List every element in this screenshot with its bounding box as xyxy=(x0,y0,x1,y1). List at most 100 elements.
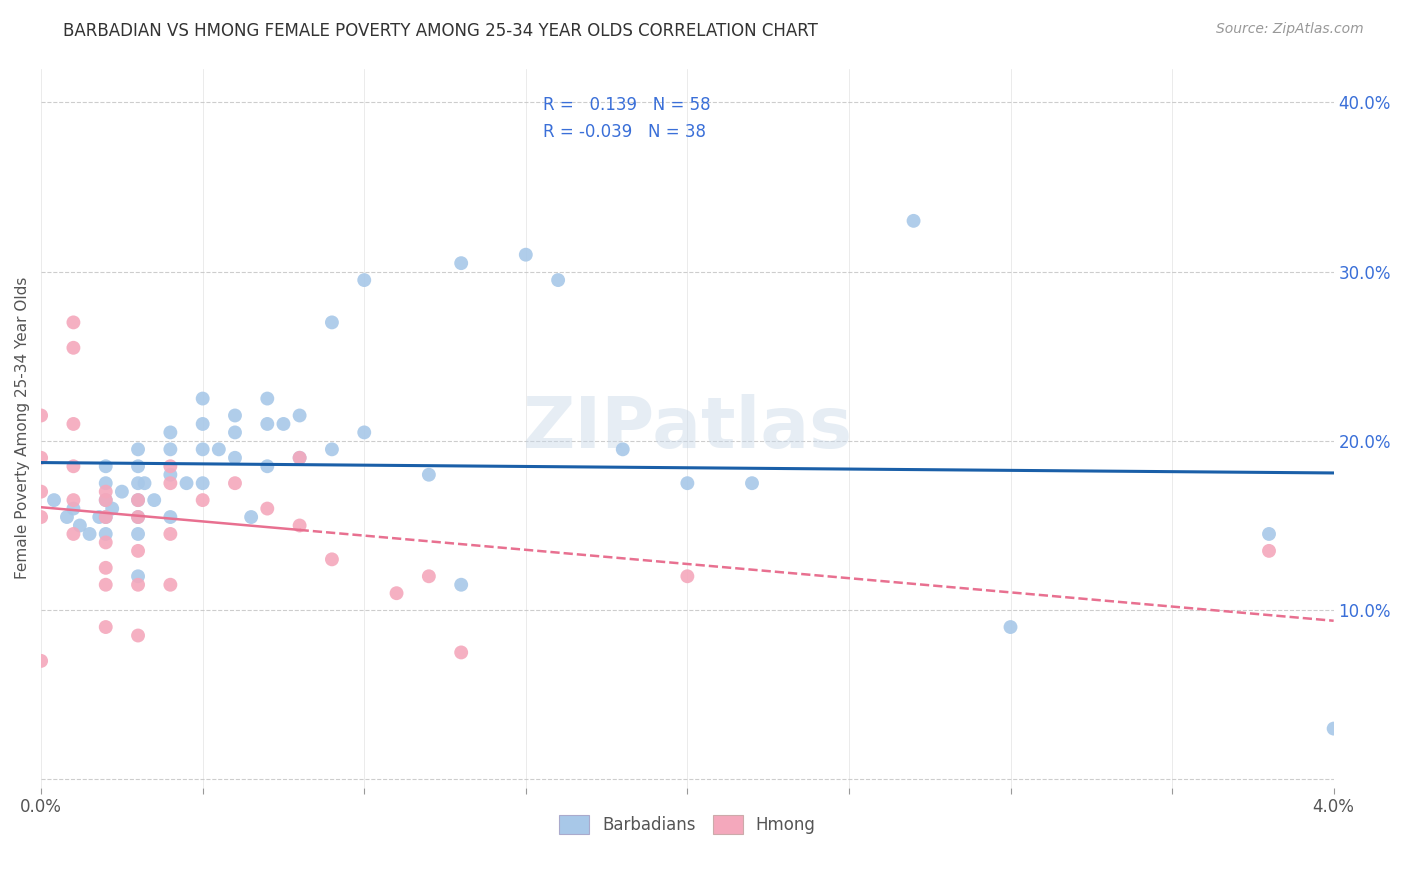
Point xyxy=(94,493,117,508)
Point xyxy=(288,409,311,423)
Point xyxy=(127,476,149,491)
Point xyxy=(191,442,214,457)
Point xyxy=(30,484,52,499)
Text: Source: ZipAtlas.com: Source: ZipAtlas.com xyxy=(1216,22,1364,37)
Point xyxy=(30,510,52,524)
Point xyxy=(127,527,149,541)
Point xyxy=(94,459,117,474)
Point xyxy=(676,569,699,583)
Point xyxy=(62,493,84,508)
Point xyxy=(288,518,311,533)
Point xyxy=(903,214,925,228)
Point xyxy=(94,484,117,499)
Point xyxy=(676,476,699,491)
Point xyxy=(191,392,214,406)
Point xyxy=(62,417,84,431)
Point xyxy=(127,493,149,508)
Point xyxy=(353,425,375,440)
Point xyxy=(127,569,149,583)
Point xyxy=(94,561,117,575)
Point xyxy=(321,552,343,566)
Point xyxy=(321,315,343,329)
Point xyxy=(159,578,181,592)
Point xyxy=(127,493,149,508)
Point xyxy=(134,476,156,491)
Point xyxy=(62,315,84,329)
Point xyxy=(191,417,214,431)
Point xyxy=(127,459,149,474)
Point xyxy=(62,459,84,474)
Point xyxy=(1000,620,1022,634)
Point xyxy=(224,409,246,423)
Point xyxy=(62,501,84,516)
Point xyxy=(127,442,149,457)
Y-axis label: Female Poverty Among 25-34 Year Olds: Female Poverty Among 25-34 Year Olds xyxy=(15,277,30,580)
Point xyxy=(191,476,214,491)
Point xyxy=(159,527,181,541)
Point xyxy=(79,527,101,541)
Point xyxy=(450,645,472,659)
Point xyxy=(94,620,117,634)
Point xyxy=(385,586,408,600)
Point xyxy=(418,467,440,482)
Point xyxy=(94,510,117,524)
Point xyxy=(159,459,181,474)
Point xyxy=(1323,722,1346,736)
Point xyxy=(1258,544,1281,558)
Point xyxy=(42,493,65,508)
Point xyxy=(612,442,634,457)
Point xyxy=(288,450,311,465)
Point xyxy=(127,510,149,524)
Point xyxy=(101,501,124,516)
Point xyxy=(256,392,278,406)
Point xyxy=(224,476,246,491)
Point xyxy=(30,409,52,423)
Point xyxy=(159,476,181,491)
Point xyxy=(111,484,134,499)
Point xyxy=(515,248,537,262)
Legend: Barbadians, Hmong: Barbadians, Hmong xyxy=(548,805,825,844)
Point xyxy=(256,459,278,474)
Point xyxy=(127,578,149,592)
Point xyxy=(450,578,472,592)
Point xyxy=(94,535,117,549)
Point xyxy=(159,467,181,482)
Point xyxy=(159,425,181,440)
Point xyxy=(30,450,52,465)
Point xyxy=(62,527,84,541)
Point xyxy=(127,628,149,642)
Point xyxy=(159,510,181,524)
Point xyxy=(56,510,79,524)
Point xyxy=(256,417,278,431)
Point xyxy=(94,510,117,524)
Point xyxy=(159,442,181,457)
Text: ZIPatlas: ZIPatlas xyxy=(522,393,852,463)
Point xyxy=(62,341,84,355)
Point xyxy=(547,273,569,287)
Point xyxy=(353,273,375,287)
Point xyxy=(94,527,117,541)
Point xyxy=(240,510,263,524)
Point xyxy=(127,544,149,558)
Point xyxy=(143,493,166,508)
Point xyxy=(273,417,295,431)
Point xyxy=(69,518,91,533)
Text: R =   0.139   N = 58: R = 0.139 N = 58 xyxy=(543,96,710,114)
Point xyxy=(94,476,117,491)
Point xyxy=(418,569,440,583)
Point xyxy=(94,578,117,592)
Point xyxy=(89,510,111,524)
Point xyxy=(1258,527,1281,541)
Text: R = -0.039   N = 38: R = -0.039 N = 38 xyxy=(543,123,706,141)
Point xyxy=(321,442,343,457)
Point xyxy=(94,493,117,508)
Point xyxy=(208,442,231,457)
Point xyxy=(30,654,52,668)
Point xyxy=(288,450,311,465)
Point xyxy=(224,425,246,440)
Point xyxy=(191,493,214,508)
Text: BARBADIAN VS HMONG FEMALE POVERTY AMONG 25-34 YEAR OLDS CORRELATION CHART: BARBADIAN VS HMONG FEMALE POVERTY AMONG … xyxy=(63,22,818,40)
Point xyxy=(127,510,149,524)
Point xyxy=(256,501,278,516)
Point xyxy=(450,256,472,270)
